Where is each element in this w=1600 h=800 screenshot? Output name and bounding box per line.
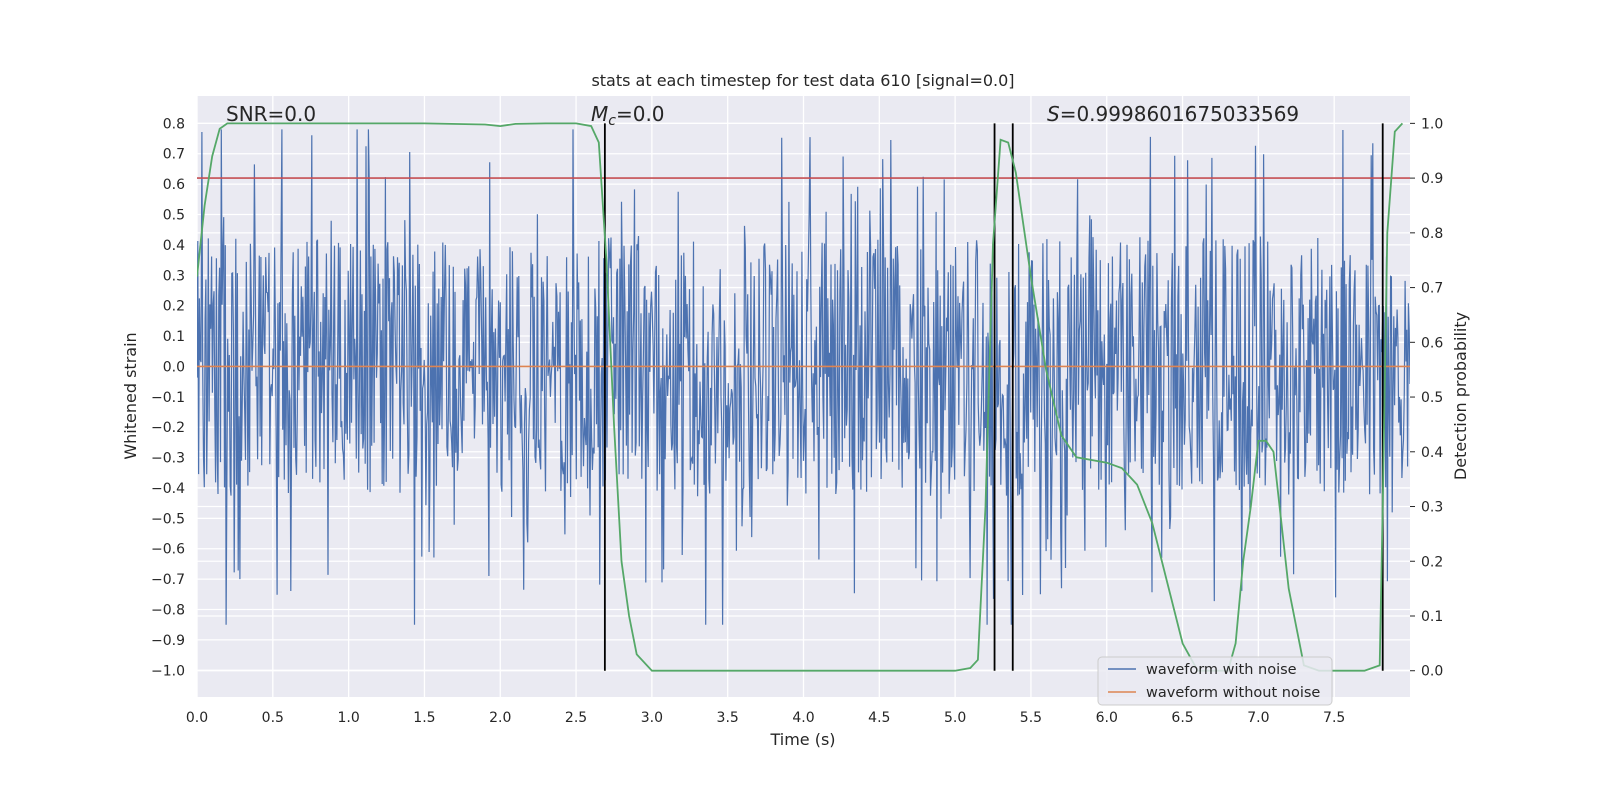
y-tick-label: −0.5: [151, 511, 185, 527]
y-right-tick-label: 0.0: [1421, 664, 1443, 680]
x-tick-label: 4.5: [868, 710, 890, 726]
x-tick-label: 5.5: [1020, 710, 1042, 726]
y-tick-label: −0.4: [151, 481, 185, 497]
y-tick-label: −1.0: [151, 663, 185, 679]
y-tick-label: −0.1: [151, 390, 185, 406]
y-tick-label: 0.6: [163, 177, 185, 193]
y-tick-label: 0.0: [163, 359, 185, 375]
x-tick-label: 2.5: [565, 710, 587, 726]
x-tick-labels: 0.0 0.5 1.0 1.5 2.0 2.5 3.0 3.5 4.0 4.5 5.0 5.5 6.0 6…: [186, 710, 1345, 726]
y-right-tick-label: 0.7: [1421, 281, 1443, 297]
x-tick-label: 2.0: [489, 710, 511, 726]
y-tick-label: 0.8: [163, 116, 185, 132]
y-tick-label: −0.2: [151, 420, 185, 436]
y-tick-label: −0.8: [151, 602, 185, 618]
y-tick-label: 0.4: [163, 238, 185, 254]
s-symbol: S: [1047, 102, 1060, 126]
x-tick-label: 5.0: [944, 710, 966, 726]
y-tick-label: 0.2: [163, 299, 185, 315]
x-tick-label: 4.0: [792, 710, 814, 726]
y-tick-label: 0.3: [163, 268, 185, 284]
y-tick-label: −0.9: [151, 633, 185, 649]
y-tick-label: 0.5: [163, 207, 185, 223]
x-tick-label: 6.5: [1171, 710, 1193, 726]
x-tick-label: 1.0: [337, 710, 359, 726]
x-tick-label: 1.5: [413, 710, 435, 726]
y-right-tick-label: 0.8: [1421, 226, 1443, 242]
series-detection-probability: [197, 122, 1404, 672]
y-right-tick-label: 0.4: [1421, 445, 1443, 461]
y-tick-label: 0.1: [163, 329, 185, 345]
s-annotation: S=0.9998601675033569: [1047, 102, 1299, 126]
x-tick-label: 7.0: [1247, 710, 1269, 726]
x-tick-label: 3.0: [641, 710, 663, 726]
snr-annotation: SNR=0.0: [226, 102, 316, 126]
x-tick-label: 3.5: [717, 710, 739, 726]
mc-symbol: M: [591, 102, 608, 126]
y-tick-label: 0.7: [163, 147, 185, 163]
legend-box: [1097, 656, 1333, 706]
y-axis-label: Whitened strain: [121, 332, 140, 459]
y-right-tick-label: 0.9: [1421, 171, 1443, 187]
y-right-tick-label: 1.0: [1421, 116, 1443, 132]
series-waveform-with-noise: [197, 129, 1410, 625]
y-right-tick-label: 0.1: [1421, 609, 1443, 625]
mc-subscript: c: [608, 113, 616, 129]
x-tick-label: 6.0: [1096, 710, 1118, 726]
event-markers: [603, 123, 1384, 671]
y-right-tick-label: 0.3: [1421, 500, 1443, 516]
legend-label-without-noise: waveform without noise: [1146, 685, 1320, 701]
mc-annotation: Mc=0.0: [591, 102, 665, 129]
y-tick-labels: 0.8 0.7 0.6 0.5 0.4 0.3 0.2 0.1 0.0 −0.1 −0.2 −0.3 −…: [151, 116, 185, 679]
y-tick-label: −0.7: [151, 572, 185, 588]
y-right-tick-label: 0.6: [1421, 335, 1443, 351]
y-right-tick-label: 0.5: [1421, 390, 1443, 406]
x-tick-label: 7.5: [1323, 710, 1345, 726]
legend-label-with-noise: waveform with noise: [1146, 662, 1297, 678]
mc-value: =0.0: [616, 102, 665, 126]
x-axis-label: Time (s): [769, 730, 835, 749]
y-right-tick-label: 0.2: [1421, 554, 1443, 570]
x-tick-label: 0.5: [262, 710, 284, 726]
y-tick-label: −0.3: [151, 451, 185, 467]
y-tick-label: −0.6: [151, 542, 185, 558]
y-right-axis-label: Detection probability: [1451, 312, 1470, 480]
s-value: =0.9998601675033569: [1060, 102, 1299, 126]
x-tick-label: 0.0: [186, 710, 208, 726]
legend: waveform with noise waveform without noi…: [1097, 656, 1333, 706]
chart-title: stats at each timestep for test data 610…: [591, 71, 1014, 90]
y-right-tick-labels: 1.0 0.9 0.8 0.7 0.6 0.5 0.4 0.3 0.2 0.1 0.0: [1410, 116, 1443, 680]
